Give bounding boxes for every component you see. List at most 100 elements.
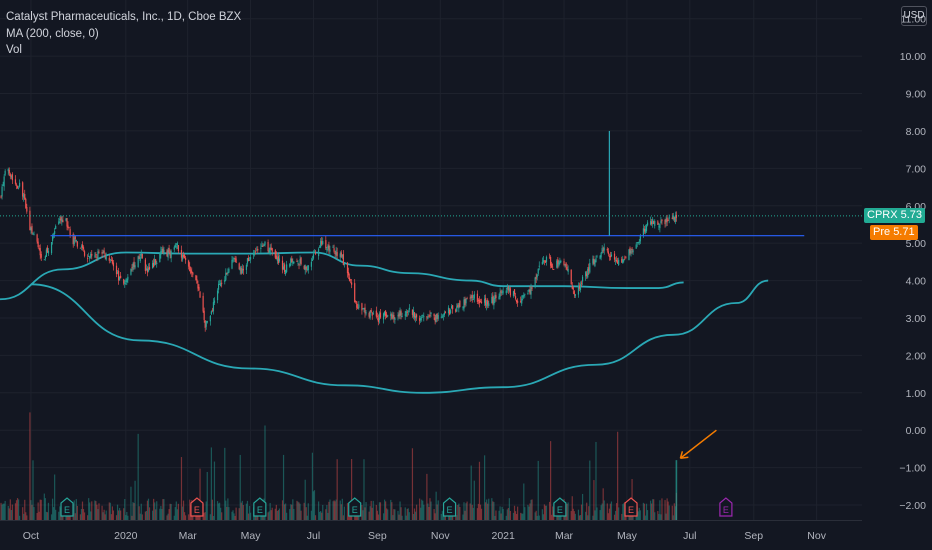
candle [589,258,591,274]
candle-body [133,261,135,267]
earnings-marker[interactable]: E [348,497,362,517]
candle [486,299,488,311]
candle-body [419,318,421,321]
candle-body [256,249,258,251]
earnings-marker[interactable]: E [442,497,457,517]
candle-body [531,287,533,289]
candle-body [621,258,623,263]
volume-bar [580,504,583,520]
drawing-lines[interactable] [0,130,862,460]
annotation-arrow[interactable] [679,429,717,460]
candle [332,244,334,249]
candle-body [671,217,673,219]
volume-bar [429,498,431,520]
candle-body [203,310,205,321]
candle-body [382,313,385,320]
candle-body [435,314,437,323]
candle-body [311,259,314,261]
candle-body [209,315,211,322]
candle [327,244,329,252]
candle [443,310,446,318]
candle-body [376,315,378,317]
candle [30,226,32,234]
candle-body [603,247,605,251]
candle [329,245,331,255]
candle [108,254,110,264]
volume-bar [286,512,288,520]
earnings-marker[interactable]: E [60,497,74,517]
time-axis[interactable]: Oct 2020 Mar May Jul Sep Nov 2021 Mar May Jul Sep No… [23,530,827,542]
y-tick-label: 3.00 [906,313,927,325]
candle-body [325,240,327,249]
candle-body [327,245,329,249]
candle [506,283,508,293]
candle [664,218,666,228]
candle-body [538,265,540,267]
candle-body [141,253,143,259]
candle-body [530,285,532,295]
candle-body [343,264,345,265]
candle [79,247,82,249]
candle [558,260,560,268]
volume-bar [480,508,483,520]
volume-bar [613,514,616,520]
candle-body [60,217,62,221]
candle-body [62,220,64,223]
candle-body [162,248,164,254]
candle [55,224,57,230]
currency-button[interactable]: USD [901,6,927,26]
candle [452,304,454,314]
candle [167,247,169,261]
candle-body [300,257,302,265]
candle-body [168,248,170,253]
earnings-marker[interactable]: E [624,497,638,517]
candle-body [537,268,539,274]
candle [478,296,481,308]
candle [364,303,366,318]
cup-arc-drawing [30,279,769,394]
candle [191,267,193,278]
candle [631,246,633,254]
candle [357,303,359,310]
candle [635,242,637,249]
candle [644,224,647,235]
volume-bar [528,506,530,520]
volume-bar [89,502,91,520]
earnings-marker[interactable]: E [253,497,267,517]
volume-bar [638,507,640,520]
symbol-title[interactable]: Catalyst Pharmaceuticals, Inc., 1D, Cboe… [6,11,242,23]
candle-body [50,242,53,254]
earnings-marker[interactable]: E [719,497,733,517]
candle [197,280,199,292]
candle [515,299,518,304]
candle [90,251,92,259]
price-axis[interactable]: 11.0010.009.008.007.006.005.004.003.002.… [899,14,926,512]
candle [174,242,176,248]
candle [442,313,444,321]
volume-bar [44,498,46,520]
candle-body [495,295,497,299]
candle-body [430,312,432,314]
volume-indicator-label[interactable]: Vol [6,44,22,56]
candle [220,280,222,287]
candle-body [318,249,320,256]
volume-bar [16,498,19,520]
candle-body [522,295,524,298]
earnings-marker[interactable]: E [190,497,204,517]
candle [206,320,208,324]
earnings-marker[interactable]: E [553,497,567,517]
volume-bar [17,499,20,520]
candle-body [428,315,430,317]
candle-body [242,268,244,271]
volume-bar [246,500,249,520]
candle [368,311,370,319]
volume-bar [499,506,501,520]
ma-indicator-label[interactable]: MA (200, close, 0) [6,27,99,40]
candle-body [183,254,186,259]
candle-body [115,265,118,275]
candle-body [127,276,129,280]
earnings-icon [190,497,204,517]
